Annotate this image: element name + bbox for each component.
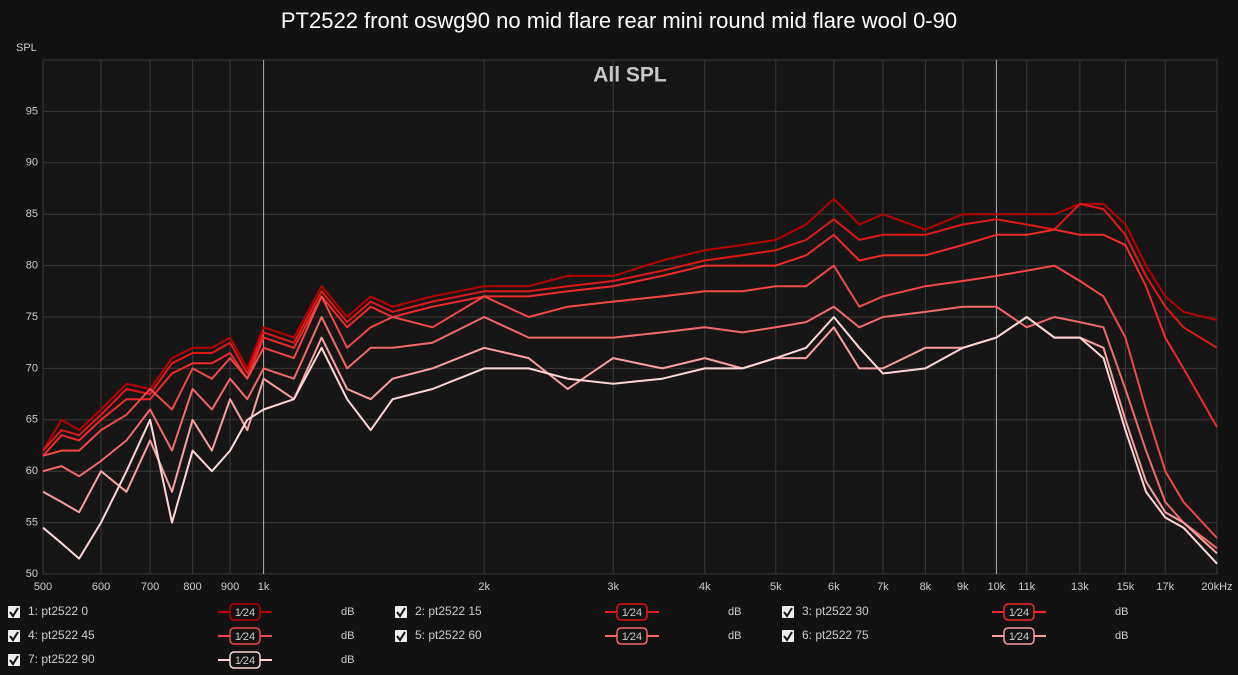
legend-unit: dB [341,606,354,618]
legend-unit: dB [1115,606,1128,618]
legend-smoothing-box[interactable] [1003,627,1035,645]
x-tick-label: 7k [877,581,889,593]
legend-smoothing: 1⁄24 [235,631,255,643]
legend-smoothing-box[interactable] [616,603,648,621]
legend-unit: dB [1115,630,1128,642]
legend-name: 3: pt2522 30 [802,604,869,618]
x-tick-label: 1k [258,581,270,593]
x-tick-label: 20kHz [1201,581,1232,593]
x-tick-label: 13k [1071,581,1089,593]
y-tick-label: 90 [26,157,38,169]
y-tick-label: 70 [26,362,38,374]
legend-smoothing: 1⁄24 [622,607,642,619]
x-tick-label: 5k [770,581,782,593]
legend-name: 1: pt2522 0 [28,604,88,618]
x-tick-label: 9k [957,581,969,593]
y-tick-label: 50 [26,568,38,580]
series-line [42,202,1218,452]
y-axis-label: SPL [16,42,37,54]
x-tick-label: 2k [478,581,490,593]
series-line [42,316,1218,565]
chart-title: PT2522 front oswg90 no mid flare rear mi… [281,8,957,33]
legend-name: 6: pt2522 75 [802,628,869,642]
x-tick-label: 500 [34,581,52,593]
legend-name: 7: pt2522 90 [28,652,95,666]
x-tick-label: 800 [183,581,201,593]
y-tick-label: 75 [26,311,38,323]
x-tick-label: 8k [920,581,932,593]
y-tick-label: 80 [26,260,38,272]
y-tick-label: 85 [26,208,38,220]
legend-unit: dB [341,654,354,666]
x-tick-label: 10k [988,581,1006,593]
y-tick-label: 55 [26,517,38,529]
legend-check [396,631,406,642]
legend-check [783,607,793,618]
legend-smoothing: 1⁄24 [622,631,642,643]
y-tick-label: 65 [26,414,38,426]
lines [42,197,1218,565]
series-line [42,305,1218,550]
x-tick-label: 900 [221,581,239,593]
y-tick-label: 95 [26,105,38,117]
series-line [42,264,1218,539]
annotation: All SPL [593,64,667,87]
legend-check [396,607,406,618]
legend: 1: pt2522 0 1⁄24 dB 2: pt2522 15 1⁄24 dB 3: pt… [8,603,1128,669]
legend-unit: dB [341,630,354,642]
legend-unit: dB [728,606,741,618]
legend-smoothing-box[interactable] [616,627,648,645]
x-tick-label: 17k [1156,581,1174,593]
legend-smoothing-box[interactable] [229,627,261,645]
series-line [42,228,1218,457]
legend-check [9,655,19,666]
legend-smoothing: 1⁄24 [235,607,255,619]
x-tick-label: 700 [141,581,159,593]
legend-name: 2: pt2522 15 [415,604,482,618]
legend-check [783,631,793,642]
x-tick-label: 6k [828,581,840,593]
legend-smoothing: 1⁄24 [235,655,255,667]
y-tick-label: 60 [26,465,38,477]
legend-smoothing: 1⁄24 [1009,631,1029,643]
legend-smoothing-box[interactable] [1003,603,1035,621]
legend-smoothing: 1⁄24 [1009,607,1029,619]
x-tick-label: 11k [1018,581,1035,593]
x-tick-label: 15k [1117,581,1135,593]
legend-check [9,631,19,642]
x-tick-label: 600 [92,581,110,593]
legend-name: 4: pt2522 45 [28,628,95,642]
x-tick-label: 4k [699,581,711,593]
series-line [42,197,1218,452]
legend-unit: dB [728,630,741,642]
legend-check [9,607,19,618]
x-tick-label: 3k [607,581,619,593]
legend-smoothing-box[interactable] [229,603,261,621]
legend-name: 5: pt2522 60 [415,628,482,642]
legend-smoothing-box[interactable] [229,651,261,669]
